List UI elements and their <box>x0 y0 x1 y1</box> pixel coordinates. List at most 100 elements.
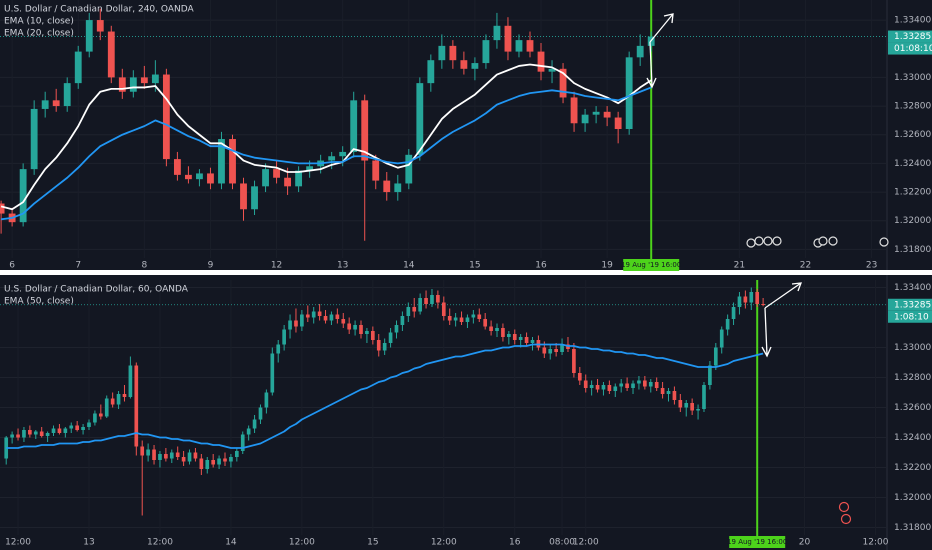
candle-body <box>273 169 280 178</box>
candle-body <box>196 173 203 180</box>
arrow-down <box>649 41 653 87</box>
candle-body <box>493 25 501 41</box>
candle-body <box>713 347 718 366</box>
candle-body <box>570 97 578 124</box>
candle-body <box>601 385 606 390</box>
candle-body <box>74 51 82 84</box>
candle-body <box>504 25 512 52</box>
candle-body <box>98 413 103 417</box>
y-tick-label: 1.33000 <box>894 73 931 83</box>
event-icons <box>746 236 889 525</box>
y-tick-label: 1.32200 <box>894 463 931 473</box>
candle-body <box>282 329 286 345</box>
candle-body <box>637 380 641 384</box>
x-tick-label: 6 <box>9 261 15 271</box>
candle-body <box>696 409 700 411</box>
candle-body <box>134 365 139 447</box>
x-tick-label: 20 <box>799 538 811 548</box>
event-icon <box>746 238 756 248</box>
candle-body <box>465 317 470 322</box>
x-tick-label: 8 <box>141 261 147 271</box>
candle-body <box>603 111 611 118</box>
candle-body <box>300 314 304 327</box>
candle-body <box>22 430 26 438</box>
candle-body <box>512 334 517 340</box>
event-icon <box>879 237 889 247</box>
marker-label: 19 Aug '19 16:00 <box>727 538 787 546</box>
candle-body <box>205 460 210 469</box>
candle-body <box>430 295 434 304</box>
y-tick-label: 1.32200 <box>894 188 931 198</box>
candle-body <box>583 380 588 388</box>
arrow-up <box>649 13 674 43</box>
candle-body <box>240 434 245 451</box>
candle-body <box>199 458 204 469</box>
candle-body <box>129 77 137 92</box>
y-tick-label: 1.33000 <box>894 343 931 353</box>
arrow-up <box>764 282 802 309</box>
x-tick-label: 12:00 <box>431 538 457 548</box>
candle-body <box>537 51 545 72</box>
y-tick-label: 1.33400 <box>894 283 931 293</box>
candle-body <box>515 40 523 52</box>
candle-body <box>294 320 298 327</box>
candle-body <box>371 331 375 340</box>
y-tick-label: 1.32800 <box>894 102 931 112</box>
panel-separator <box>0 270 932 275</box>
candle-body <box>743 296 748 303</box>
candle-body <box>217 458 221 465</box>
ema-line <box>0 63 652 211</box>
candle-body <box>412 307 417 312</box>
candle-body <box>382 343 387 351</box>
arrow-head <box>791 282 802 292</box>
candle-body <box>175 452 180 457</box>
candle-body <box>477 314 482 319</box>
candle-body <box>441 302 446 316</box>
candle-body <box>359 325 363 334</box>
candle-body <box>51 428 56 433</box>
candle-body <box>110 398 115 405</box>
candle-body <box>548 68 556 72</box>
candle-body <box>438 45 446 61</box>
candle-body <box>341 319 346 324</box>
candle-body <box>548 349 553 354</box>
panel-title: U.S. Dollar / Canadian Dollar, 60, OANDA <box>4 285 189 295</box>
event-icon <box>840 513 852 525</box>
candle-body <box>218 139 225 184</box>
candle-body <box>383 180 391 193</box>
candle-body <box>614 117 622 129</box>
candle-body <box>140 446 145 456</box>
candle-body <box>643 380 647 387</box>
candle-body <box>416 83 424 155</box>
candle-body <box>85 20 93 52</box>
candle-body <box>394 183 402 193</box>
candle-body <box>755 292 760 304</box>
candle-body <box>152 449 156 460</box>
candle-body <box>39 431 44 436</box>
candle-body <box>560 344 564 352</box>
candle-body <box>424 298 428 304</box>
x-tick-label: 12:00 <box>863 538 889 548</box>
candle-body <box>654 382 659 388</box>
x-tick-label: 9 <box>208 261 214 271</box>
arrow-down <box>764 307 768 356</box>
candle-body <box>702 385 706 409</box>
candle-body <box>270 353 275 393</box>
candle-body <box>625 57 633 130</box>
candle-body <box>151 74 159 84</box>
candle-body <box>335 314 340 319</box>
candle-body <box>116 394 121 405</box>
candle-body <box>169 452 174 459</box>
candle-body <box>93 413 97 423</box>
candle-body <box>75 425 80 430</box>
x-tick-label: 7 <box>75 261 81 271</box>
candle-body <box>252 419 257 429</box>
arrow-head <box>663 13 674 24</box>
candle-body <box>489 326 493 331</box>
candle-body <box>350 100 358 152</box>
price-label-box <box>888 30 932 43</box>
x-tick-label: 15 <box>367 538 378 548</box>
candle-body <box>507 334 511 337</box>
